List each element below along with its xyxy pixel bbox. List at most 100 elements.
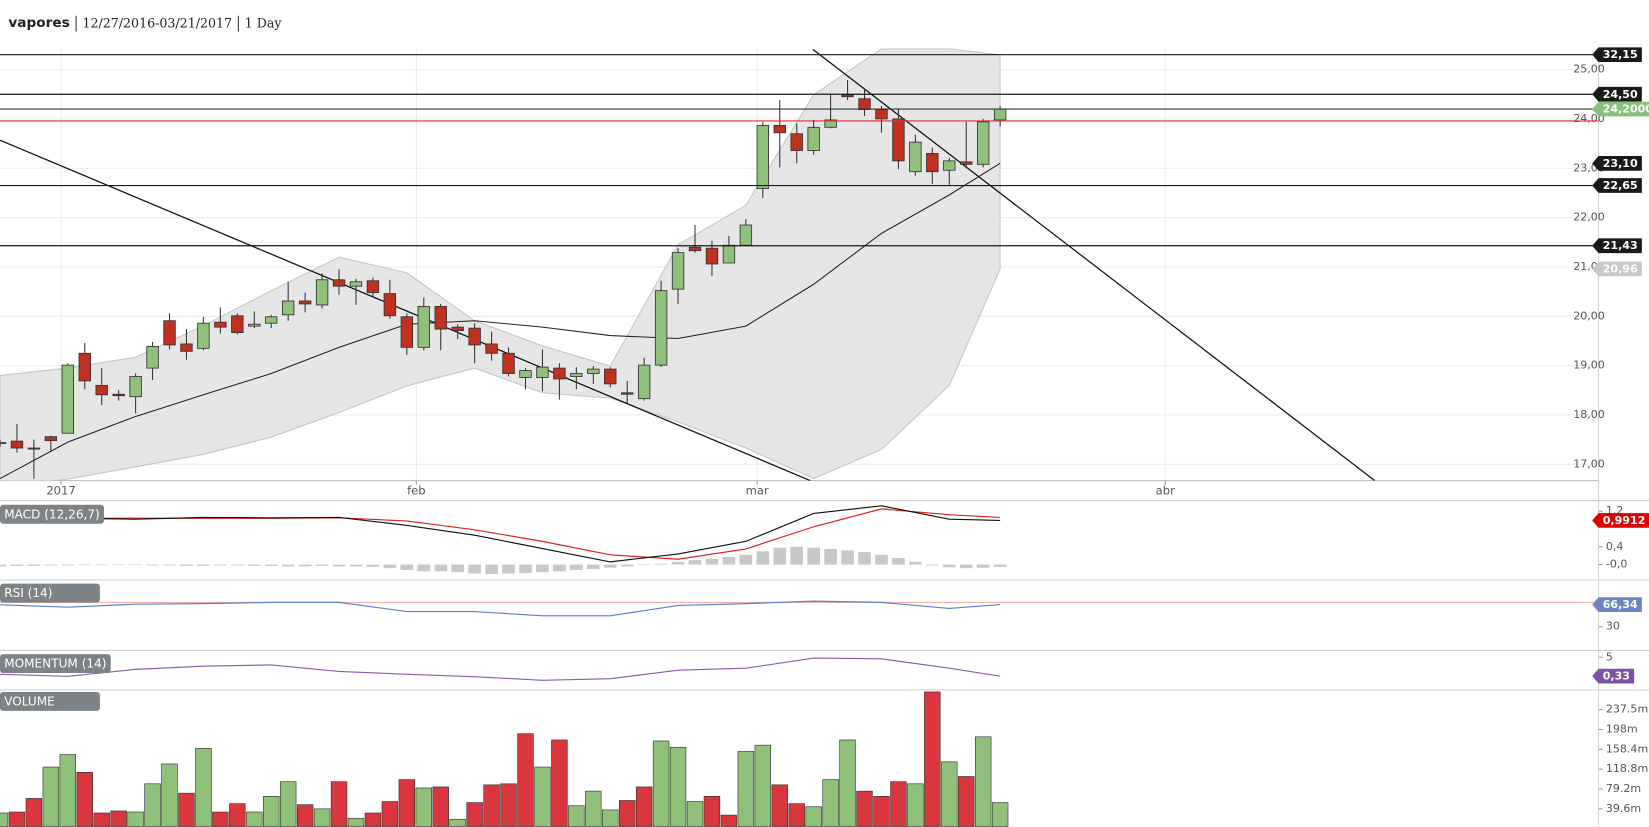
histogram-bar (451, 564, 464, 573)
candle-body (468, 327, 481, 346)
volume-bar (483, 784, 500, 827)
volume-bar (59, 754, 77, 827)
level-tag (1592, 101, 1649, 117)
panel-title-tag (0, 504, 104, 524)
candle-body (943, 160, 956, 171)
histogram-bar (231, 564, 244, 566)
volume-bar (551, 739, 568, 827)
histogram-bar (281, 564, 295, 567)
level-label: 0,33 (1603, 670, 1630, 683)
candle-body (112, 393, 125, 397)
candle-body (180, 343, 193, 352)
level-tag (1592, 668, 1635, 684)
candle-body (960, 161, 973, 165)
volume-bar (517, 733, 534, 827)
volume-bar (839, 739, 856, 827)
volume-bar (279, 781, 297, 827)
histogram-bar (485, 564, 498, 574)
histogram-bar (637, 564, 651, 566)
histogram-bar (10, 564, 24, 566)
volume-bar (737, 751, 755, 827)
candle-body (383, 293, 397, 317)
level-tag (1592, 47, 1642, 63)
level-tag (1592, 261, 1642, 277)
moving-average (0, 162, 1001, 480)
histogram-bar (112, 564, 125, 566)
volume-bar (144, 783, 161, 827)
candle-body (790, 133, 803, 151)
candle-body (993, 108, 1007, 121)
x-tick-label: feb (407, 484, 426, 498)
histogram-bar (773, 547, 787, 565)
volume-bar (381, 801, 399, 827)
candle-body (604, 368, 617, 385)
histogram-bar (146, 564, 159, 566)
candle-body (485, 343, 498, 354)
histogram-bar (824, 548, 837, 565)
candle-body (841, 94, 854, 98)
panel (0, 657, 1001, 681)
panel (0, 691, 1009, 827)
histogram-bar (502, 564, 515, 574)
candle-body (61, 364, 75, 434)
volume-bar (568, 805, 585, 827)
candle-body (298, 300, 312, 305)
histogram-bar (875, 554, 888, 565)
histogram-bar (959, 564, 973, 569)
histogram-bar (942, 564, 956, 568)
volume-bar (229, 803, 246, 827)
histogram-bar (603, 564, 617, 568)
panel-title-tag (0, 654, 111, 674)
y-tick-label: -0,0 (1606, 558, 1628, 571)
histogram-bar (129, 564, 142, 566)
volume-bar (466, 802, 483, 827)
candle-body (231, 315, 244, 333)
histogram-bar (383, 564, 397, 569)
panel (0, 600, 1599, 617)
y-tick-label: 158.4m (1606, 742, 1648, 755)
candle-body (400, 316, 414, 348)
level-label: 24,50 (1603, 88, 1638, 101)
candle-body (434, 306, 447, 330)
level-tag (1592, 597, 1642, 612)
candle-body (553, 367, 566, 380)
candle-body (756, 124, 770, 189)
histogram-bar (163, 564, 176, 566)
candle-body (197, 322, 210, 349)
volume-bar (602, 809, 619, 827)
panel-title: VOLUME (4, 694, 55, 708)
histogram-bar (298, 564, 312, 567)
indicator-line (0, 505, 1001, 563)
panel-title: MACD (12,26,7) (4, 507, 100, 521)
candle-body (976, 121, 990, 165)
histogram-bar (993, 564, 1007, 567)
volume-bar (330, 781, 348, 827)
candle-body (620, 392, 634, 395)
volume-bar (686, 801, 704, 827)
volume-bar (788, 803, 805, 827)
histogram-bar (366, 564, 380, 567)
candle-body (78, 352, 91, 382)
candle-body (44, 436, 58, 442)
histogram-bar (434, 564, 448, 572)
volume-bar (42, 766, 60, 827)
volume-bar (534, 766, 551, 827)
histogram-bar (841, 550, 854, 565)
volume-bar (720, 814, 738, 827)
candle-body (909, 141, 922, 173)
volume-bar (669, 746, 687, 827)
y-tick-label: 17,00 (1573, 457, 1605, 470)
volume-bar (127, 811, 144, 827)
panel-title: RSI (14) (4, 586, 52, 600)
candle-body (722, 244, 736, 264)
histogram-bar (468, 564, 481, 574)
candle-body (248, 323, 261, 327)
symbol: vapores (8, 15, 69, 31)
y-tick-label: 19,00 (1573, 359, 1605, 372)
histogram-bar (315, 564, 329, 566)
histogram-bar (0, 564, 7, 567)
histogram-bar (570, 564, 583, 570)
volume-bar (991, 802, 1009, 827)
level-label: 0,9912 (1603, 514, 1646, 527)
